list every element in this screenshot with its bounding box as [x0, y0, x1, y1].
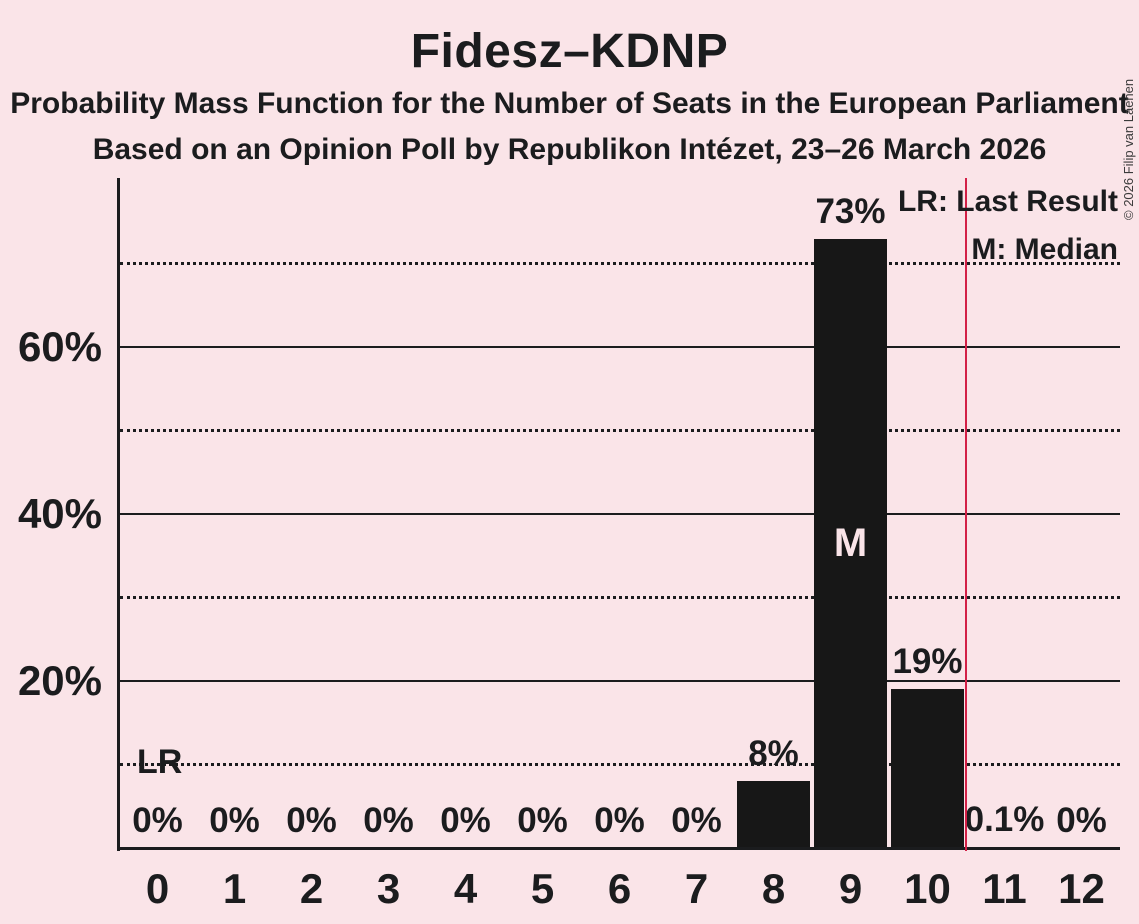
bar-value-label: 0% [209, 801, 260, 840]
x-axis-tick-label: 4 [453, 865, 478, 912]
x-axis-tick-label: 11 [982, 865, 1027, 912]
bar-value-label: 0% [363, 801, 414, 840]
chart-poll-source: Based on an Opinion Poll by Republikon I… [92, 133, 1047, 166]
y-axis [117, 178, 120, 851]
bar-value-label: 19% [892, 642, 963, 682]
bar-value-label: 0% [594, 801, 645, 840]
bar-value-label: 0% [1056, 801, 1107, 840]
gridline-solid-60 [120, 346, 1120, 349]
legend-median: M: Median [971, 233, 1118, 266]
median-marker: M [833, 521, 868, 566]
x-axis-tick-label: 6 [607, 865, 632, 912]
gridline-dotted-10 [120, 763, 1120, 767]
copyright-notice: © 2026 Filip van Laenen [1121, 78, 1136, 220]
bar-value-label: 0% [671, 801, 722, 840]
y-axis-tick-label: 20% [17, 657, 102, 705]
page-title: Fidesz–KDNP [410, 25, 729, 78]
y-axis-tick-label: 60% [17, 323, 102, 371]
gridline-dotted-50 [120, 429, 1120, 433]
x-axis-tick-label: 12 [1058, 865, 1105, 912]
x-axis-tick-label: 5 [530, 865, 555, 912]
x-axis-tick-label: 2 [299, 865, 324, 912]
bar-seats-10 [891, 689, 964, 848]
gridline-solid-20 [120, 679, 1120, 682]
bar-value-label: 0% [132, 801, 183, 840]
bar-value-label: 0% [440, 801, 491, 840]
gridline-dotted-30 [120, 596, 1120, 600]
bar-value-label: 0% [517, 801, 568, 840]
x-axis-tick-label: 7 [684, 865, 709, 912]
x-axis [117, 847, 1120, 850]
x-axis-tick-label: 9 [838, 865, 863, 912]
bar-value-label: 0.1% [964, 800, 1045, 840]
y-axis-tick-label: 40% [17, 490, 102, 538]
x-axis-tick-label: 8 [761, 865, 786, 912]
x-axis-tick-label: 3 [376, 865, 401, 912]
legend-last-result: LR: Last Result [897, 185, 1118, 218]
x-axis-tick-label: 10 [904, 865, 951, 912]
gridline-dotted-70 [120, 262, 1120, 266]
bar-seats-9 [814, 238, 887, 848]
last-result-annotation: LR [137, 743, 183, 781]
bar-value-label: 73% [815, 191, 886, 231]
bar-value-label: 8% [748, 734, 799, 774]
last-result-line [964, 178, 968, 851]
bar-seats-8 [737, 781, 810, 848]
x-axis-tick-label: 0 [145, 865, 170, 912]
x-axis-tick-label: 1 [222, 865, 247, 912]
chart-subtitle: Probability Mass Function for the Number… [10, 87, 1129, 120]
gridline-solid-40 [120, 512, 1120, 515]
bar-value-label: 0% [286, 801, 337, 840]
